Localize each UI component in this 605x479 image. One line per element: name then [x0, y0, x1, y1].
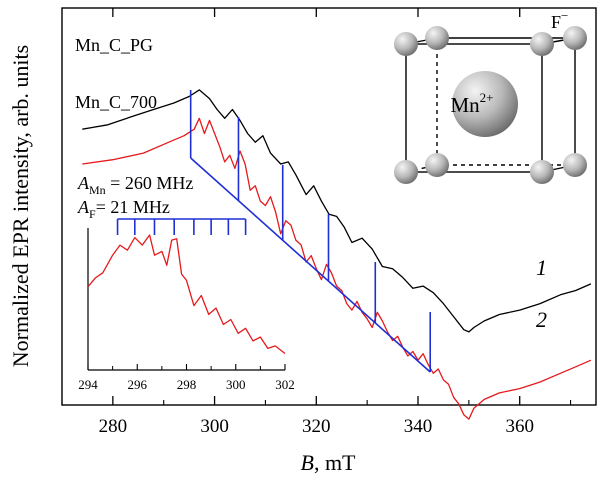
y-axis-label: Normalized EPR intensity, arb. units [8, 45, 33, 367]
x-tick-label: 300 [200, 416, 229, 437]
ligand-ball [394, 160, 418, 184]
ligand-ball [530, 160, 554, 184]
a-f-label: AF= 21 MHz [77, 197, 170, 221]
center-ion-label: Mn2+ [450, 90, 493, 117]
x-tick-label: 320 [302, 416, 331, 437]
ligand-ball [425, 153, 449, 177]
x-tick-label: 280 [99, 416, 128, 437]
hyperfine-stick-diagram [189, 90, 432, 373]
series-label-mn-c-pg: Mn_C_PG [75, 35, 153, 55]
inset-spectrum: 294 296 298 300 302 [78, 218, 295, 392]
ligand-ball [425, 26, 449, 50]
center-ion-ball [452, 71, 518, 137]
inset-x-tick-label: 296 [128, 377, 148, 392]
inset-spectrum-line [87, 234, 286, 355]
hyperfine-baseline [190, 157, 431, 373]
series-line-2 [82, 117, 592, 420]
spectra-group [82, 89, 592, 420]
x-tick-label: 340 [404, 416, 433, 437]
series-label-mn-c-700: Mn_C_700 [75, 92, 157, 112]
x-tick-label: 360 [505, 416, 534, 437]
ligand-ball [563, 26, 587, 50]
x-axis-label: B, mT [300, 450, 356, 475]
inset-x-tick-label: 300 [226, 377, 246, 392]
ligand-ball [530, 32, 554, 56]
series-number-1: 1 [536, 255, 547, 280]
ligand-ball [563, 153, 587, 177]
x-axis-ticks: 280 300 320 340 360 [61, 8, 572, 437]
series-number-2: 2 [536, 307, 547, 332]
plot-frame [61, 7, 597, 406]
inset-x-tick-label: 302 [275, 377, 295, 392]
ligand-label: F− [551, 8, 568, 32]
inset-x-tick-label: 294 [78, 377, 98, 392]
inset-x-tick-label: 298 [177, 377, 197, 392]
series-line-1 [82, 89, 592, 333]
crystal-structure-diagram: Mn2+ F− [394, 8, 587, 184]
ligand-ball [394, 32, 418, 56]
a-mn-label: AMn = 260 MHz [77, 173, 193, 197]
